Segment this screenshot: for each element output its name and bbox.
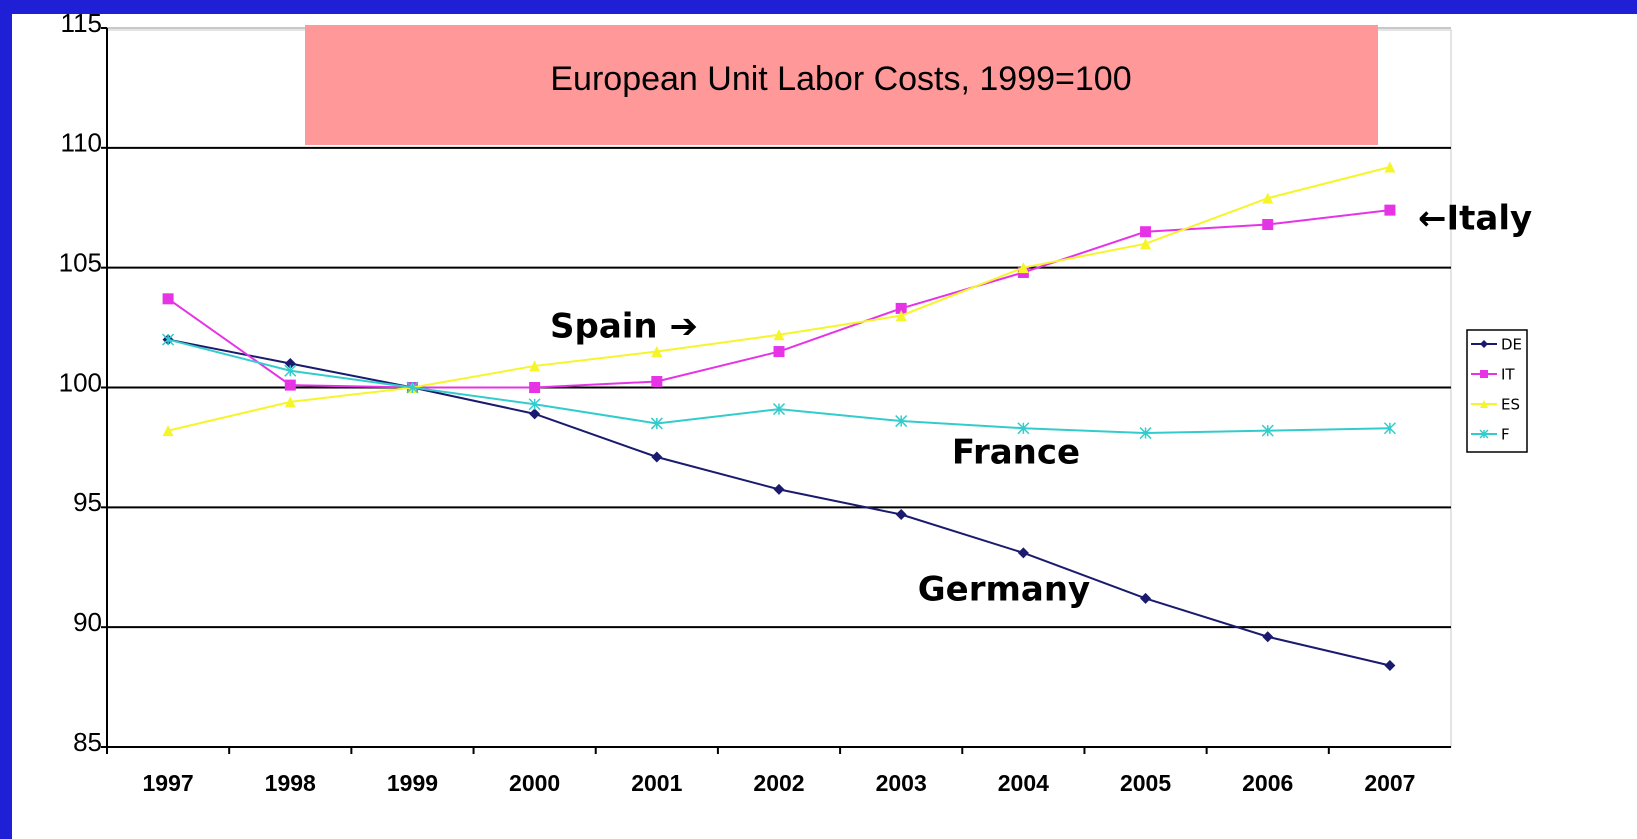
- marker: [650, 417, 663, 430]
- legend: DE IT ES F: [1466, 329, 1528, 453]
- marker: [284, 379, 296, 391]
- marker: [162, 425, 174, 437]
- x-tick-label: 2001: [631, 770, 682, 796]
- annotation: France: [952, 433, 1080, 473]
- grid: 85 90 95 100 105 110 115 1997 1998 1999 2000 2001 20…: [59, 8, 1451, 796]
- left-bar: [0, 0, 12, 839]
- marker: [1262, 631, 1274, 643]
- chart-title: European Unit Labor Costs, 1999=100: [550, 60, 1131, 98]
- annotation: ←Italy: [1418, 199, 1532, 239]
- marker: [1261, 424, 1274, 437]
- legend-marker: [1480, 370, 1488, 378]
- x-tick-label: 2004: [998, 770, 1049, 796]
- marker: [1262, 219, 1274, 231]
- marker: [406, 381, 419, 394]
- marker: [529, 382, 541, 393]
- x-tick-label: 2006: [1242, 770, 1293, 796]
- legend-label: IT: [1501, 366, 1515, 384]
- marker: [1140, 592, 1152, 604]
- legend-label: DE: [1501, 336, 1522, 354]
- marker: [895, 415, 908, 428]
- marker: [895, 302, 907, 314]
- marker: [1384, 161, 1396, 173]
- marker: [1384, 204, 1396, 216]
- marker: [651, 376, 663, 388]
- y-tick-label: 100: [59, 367, 102, 397]
- marker: [529, 360, 541, 372]
- marker: [162, 333, 175, 346]
- marker: [773, 346, 785, 358]
- x-tick-label: 1998: [265, 770, 316, 796]
- legend-label: ES: [1501, 396, 1520, 414]
- annotation: Germany: [918, 570, 1090, 610]
- y-tick-label: 90: [73, 607, 102, 637]
- marker: [1140, 226, 1152, 238]
- x-tick-label: 2002: [753, 770, 804, 796]
- marker: [1262, 192, 1274, 204]
- x-tick-label: 2007: [1364, 770, 1415, 796]
- y-tick-label: 115: [61, 8, 102, 38]
- legend-marker: [1479, 429, 1489, 439]
- legend-marker: [1480, 340, 1488, 348]
- title-box: [305, 25, 1378, 145]
- marker: [284, 396, 296, 408]
- marker: [162, 293, 174, 305]
- marker: [1384, 660, 1396, 672]
- marker: [1140, 238, 1152, 250]
- y-tick-label: 95: [73, 487, 102, 517]
- marker: [895, 310, 907, 322]
- annotations: Spain ➔ France Germany ←Italy: [550, 199, 1532, 610]
- marker: [1383, 422, 1396, 435]
- marker: [651, 451, 663, 463]
- marker: [773, 483, 785, 495]
- y-tick-label: 110: [61, 128, 102, 158]
- marker: [1017, 422, 1030, 435]
- marker: [529, 408, 541, 420]
- marker: [1017, 262, 1029, 274]
- marker: [284, 364, 297, 377]
- marker: [1017, 547, 1029, 559]
- marker: [1139, 427, 1152, 440]
- marker: [773, 329, 785, 341]
- y-tick-label: 105: [59, 248, 102, 278]
- annotation: Spain ➔: [550, 307, 698, 347]
- x-tick-label: 2005: [1120, 770, 1171, 796]
- marker: [651, 346, 663, 358]
- legend-box: [1466, 329, 1528, 453]
- x-tick-label: 2000: [509, 770, 560, 796]
- series: [162, 161, 1396, 672]
- x-tick-label: 2003: [876, 770, 927, 796]
- marker: [284, 358, 296, 370]
- marker: [528, 398, 541, 411]
- legend-label: F: [1501, 426, 1510, 444]
- legend-marker: [1480, 400, 1488, 408]
- y-tick-label: 85: [73, 727, 102, 757]
- marker: [772, 403, 786, 416]
- marker: [895, 509, 907, 521]
- top-bar: [0, 0, 1637, 14]
- x-tick-label: 1999: [387, 770, 438, 796]
- x-tick-label: 1997: [143, 770, 194, 796]
